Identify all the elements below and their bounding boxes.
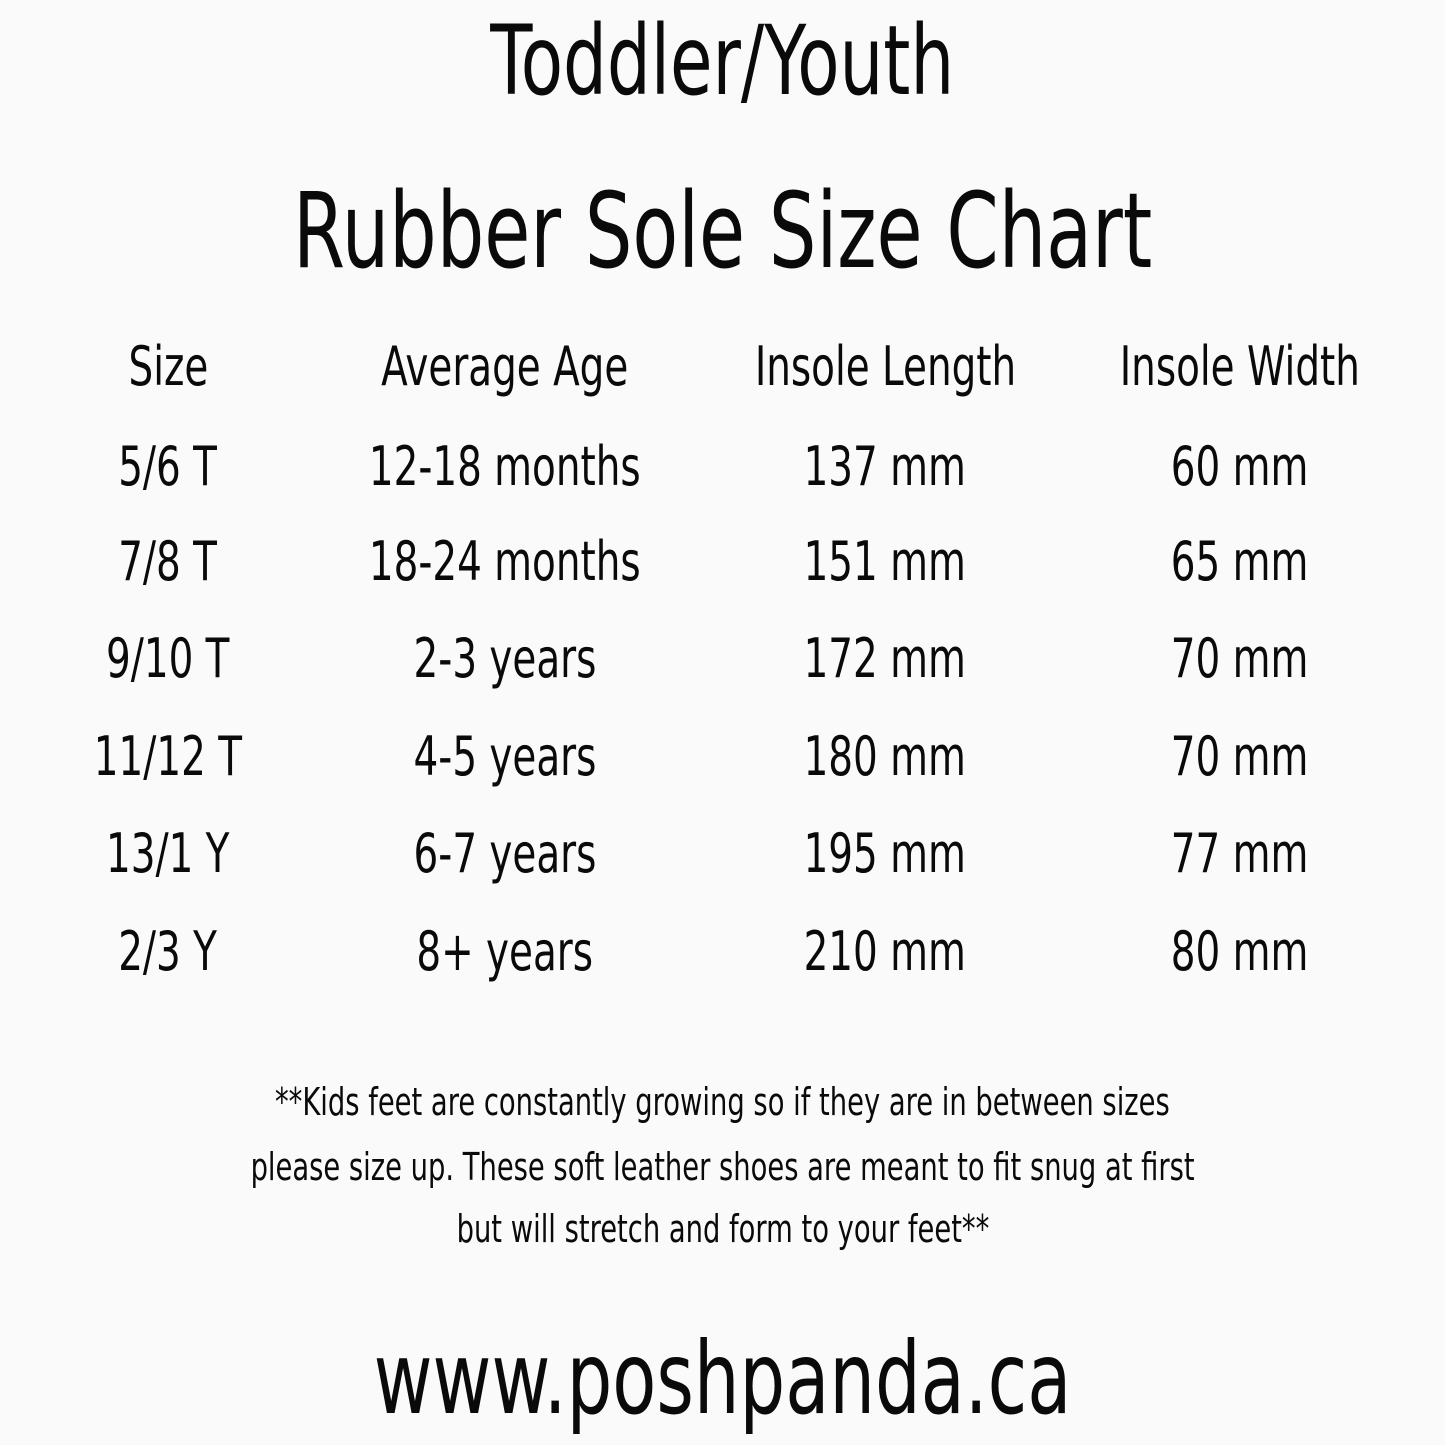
table-cell: 9/10 T <box>106 627 230 690</box>
title-line-1: Toddler/Youth <box>490 5 955 117</box>
table-cell: 13/1 Y <box>106 822 230 885</box>
title-line-2: Rubber Sole Size Chart <box>292 170 1153 292</box>
table-cell: 80 mm <box>1171 920 1309 983</box>
table-cell: 11/12 T <box>93 725 243 788</box>
note-line: **Kids feet are constantly growing so if… <box>275 1080 1170 1124</box>
column-header: Insole Width <box>1119 335 1361 398</box>
table-cell: 70 mm <box>1171 725 1309 788</box>
table-cell: 6-7 years <box>413 822 597 885</box>
table-cell: 70 mm <box>1171 627 1309 690</box>
table-cell: 210 mm <box>803 920 967 983</box>
table-cell: 151 mm <box>803 530 967 593</box>
table-cell: 5/6 T <box>118 435 218 498</box>
table-cell: 4-5 years <box>413 725 597 788</box>
website-url: www.poshpanda.ca <box>373 1320 1072 1437</box>
table-cell: 8+ years <box>416 920 594 983</box>
table-cell: 172 mm <box>803 627 967 690</box>
column-header: Size <box>128 335 208 398</box>
column-header: Average Age <box>381 335 629 398</box>
table-cell: 18-24 months <box>369 530 641 593</box>
table-cell: 12-18 months <box>369 435 641 498</box>
table-cell: 65 mm <box>1171 530 1309 593</box>
note-line: but will stretch and form to your feet** <box>456 1207 989 1251</box>
table-cell: 60 mm <box>1171 435 1309 498</box>
table-cell: 2/3 Y <box>118 920 218 983</box>
table-cell: 7/8 T <box>118 530 218 593</box>
table-cell: 137 mm <box>803 435 967 498</box>
table-cell: 180 mm <box>803 725 967 788</box>
table-cell: 2-3 years <box>413 627 597 690</box>
column-header: Insole Length <box>754 335 1016 398</box>
table-cell: 77 mm <box>1171 822 1309 885</box>
table-cell: 195 mm <box>803 822 967 885</box>
note-line: please size up. These soft leather shoes… <box>250 1145 1195 1189</box>
